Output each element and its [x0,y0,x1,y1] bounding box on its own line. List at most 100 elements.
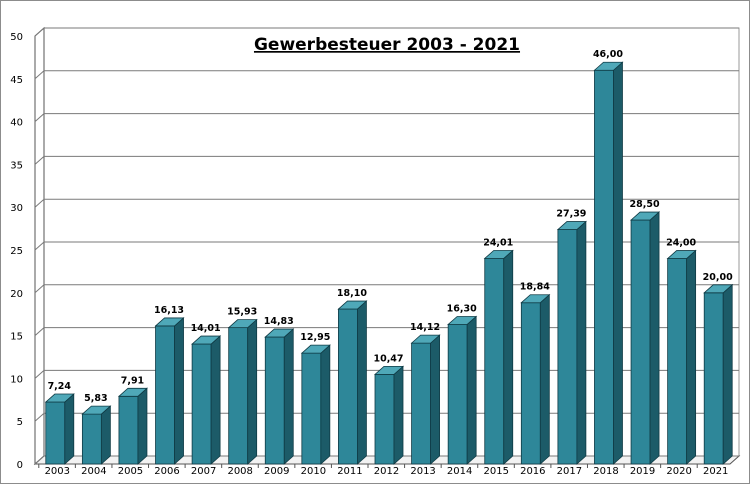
bar [520,293,551,465]
bars [44,61,734,465]
bar-top [227,319,258,329]
bar-side [576,220,587,465]
bar-side [283,328,294,465]
bar-front [228,327,249,465]
bar-front [557,229,578,465]
bar [666,249,697,465]
gridline-side [34,27,45,37]
x-tick-label: 2008 [227,466,252,477]
bar-side [722,283,733,465]
bar-side [137,387,148,465]
y-tick-label: 50 [10,32,23,43]
bar-front [667,258,688,465]
bar-side [613,61,623,465]
bar [703,283,734,465]
gridline-side [34,241,45,251]
gridline-side [34,156,45,165]
x-tick-label: 2021 [703,466,728,477]
bar [410,334,441,465]
bar-side [320,344,331,465]
bar-front [191,343,212,465]
gridline-side [34,70,45,80]
bar [117,387,148,465]
x-tick-label: 2011 [337,466,362,477]
bar-front [81,413,102,465]
gridline-side [34,113,45,122]
data-label: 20,00 [703,272,733,283]
bar-front [484,258,505,465]
y-tick-label: 40 [10,118,23,129]
x-tick-label: 2016 [520,466,545,477]
data-labels: 7,24 5,83 7,91 16,13 14,01 15,93 14,83 12,95 18,… [48,49,734,404]
bar-top [154,317,185,327]
data-label: 27,39 [556,209,586,220]
bar-top [264,328,295,338]
data-label: 24,01 [483,237,513,248]
bar-top [447,316,478,325]
bar-side [649,211,660,465]
bar-top [191,335,222,345]
bar-front [45,401,66,465]
x-tick-label: 2013 [410,466,435,477]
bar [447,315,478,465]
x-axis-ticks: 2003 2004 2005 2006 2007 2008 2009 2010 2011 2012… [38,464,728,477]
x-tick-label: 2005 [118,466,143,477]
bar-front [118,395,139,465]
bar-front [520,302,541,465]
bar-side [174,317,184,465]
bar [300,344,331,465]
data-label: 24,00 [666,238,696,249]
bar-front [594,69,614,465]
data-label: 46,00 [593,49,623,60]
x-tick-label: 2007 [191,466,216,477]
bar-front [447,324,468,465]
bar-side [210,335,221,465]
bar-side [686,249,697,465]
bar [227,318,258,465]
bar-top [410,334,441,344]
x-tick-label: 2017 [557,466,582,477]
bar-side [503,249,514,465]
bar [264,328,295,465]
x-tick-label: 2004 [81,466,106,477]
x-tick-label: 2018 [593,466,618,477]
data-label: 18,84 [520,282,550,293]
bar-side [430,334,440,465]
bar [373,365,405,465]
gridline-side [34,455,45,465]
bar-top [593,61,624,71]
data-label: 28,50 [630,199,660,210]
x-tick-label: 2020 [666,466,691,477]
bar-front [301,352,322,465]
y-tick-label: 45 [10,75,23,86]
bar-front [264,336,285,465]
bar-front [703,292,724,465]
x-tick-label: 2012 [374,466,399,477]
data-label: 7,24 [48,381,72,392]
bar [154,317,185,465]
data-label: 12,95 [300,332,330,343]
x-tick-label: 2019 [630,466,655,477]
bar-top [117,387,148,397]
bar-top [300,344,331,354]
bar-side [393,365,404,465]
x-tick-label: 2006 [154,466,179,477]
bar-top [666,250,697,259]
bar-front [411,342,431,465]
x-tick-label: 2014 [447,466,472,477]
bar-top [81,405,112,415]
bar-top [337,300,368,310]
bar [593,61,624,465]
x-tick-label: 2009 [264,466,289,477]
y-tick-label: 25 [10,246,23,257]
y-tick-label: 20 [10,289,23,300]
bar [556,220,587,465]
bar-side [539,293,550,465]
gridline-side [34,198,45,208]
y-tick-label: 15 [10,332,23,343]
y-tick-label: 35 [10,160,23,171]
bar-top [630,211,661,221]
bar [81,405,112,465]
